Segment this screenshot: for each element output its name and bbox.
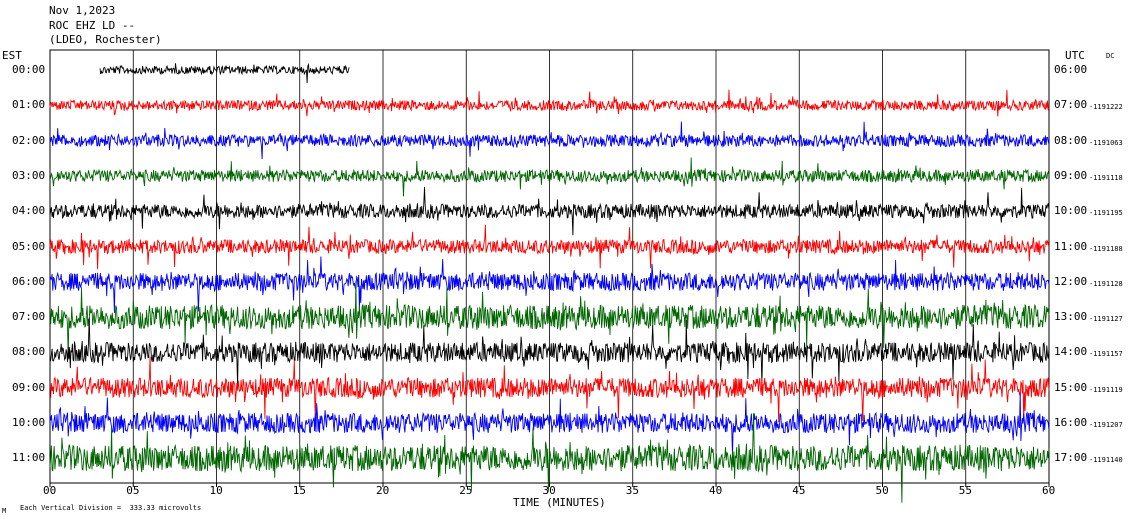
est-row-label: 11:00 [12, 451, 46, 465]
seismic-trace [49, 121, 1050, 160]
est-axis-label: EST [2, 49, 22, 62]
utc-row-label: 07:00 [1054, 98, 1088, 112]
seismic-trace [49, 317, 1050, 387]
est-row-label: 07:00 [12, 310, 46, 324]
seismic-trace [49, 356, 1050, 423]
seismic-trace [49, 89, 1050, 117]
seismic-trace [49, 224, 1050, 270]
seismic-trace [49, 392, 1050, 458]
x-tick-label: 40 [709, 484, 723, 497]
est-row-label: 08:00 [12, 345, 46, 359]
x-tick-label: 25 [459, 484, 473, 497]
dc-offset-label: -1191063 [1089, 138, 1123, 147]
seismic-trace [49, 157, 1050, 197]
dc-offset-label: -1191140 [1089, 456, 1123, 465]
est-row-label: 09:00 [12, 380, 46, 394]
est-row-label: 05:00 [12, 239, 46, 253]
x-tick-label: 35 [625, 484, 639, 497]
dc-offset-label: -1191127 [1089, 315, 1123, 324]
utc-row-label: 10:00 [1054, 204, 1088, 218]
seismic-trace [49, 256, 1050, 314]
est-row-label: 01:00 [12, 98, 46, 112]
utc-row-label: 09:00 [1054, 168, 1088, 182]
utc-row-label: 17:00 [1054, 451, 1088, 465]
x-tick-label: 15 [292, 484, 306, 497]
seismic-trace [49, 186, 1050, 236]
tick-marks [49, 483, 1050, 487]
x-tick-label: 20 [376, 484, 390, 497]
date-label: Nov 1,2023 [49, 4, 116, 17]
utc-row-label: 14:00 [1054, 345, 1088, 359]
utc-row-label: 15:00 [1054, 380, 1088, 394]
utc-row-label: 06:00 [1054, 63, 1088, 76]
station-label: ROC EHZ LD -- [49, 19, 136, 32]
dc-offset-label: -1191207 [1089, 421, 1123, 429]
gridlines [132, 50, 967, 483]
est-row-label: 00:00 [12, 63, 46, 76]
dc-offset-label: -1191118 [1089, 173, 1123, 182]
utc-row-label: 16:00 [1054, 416, 1088, 429]
network-label: (LDEO, Rochester) [49, 33, 162, 46]
x-tick-label: 60 [1042, 484, 1056, 497]
dc-offset-label: -1191188 [1089, 244, 1123, 253]
utc-axis-label: UTC [1065, 49, 1085, 62]
dc-offset-label: -1191128 [1089, 279, 1123, 288]
seismic-trace [99, 62, 350, 84]
footer-scale-note: Each Vertical Division = 333.33 microvol… [20, 504, 202, 512]
utc-row-label: 12:00 [1054, 274, 1088, 288]
x-tick-label: 50 [875, 484, 889, 497]
x-tick-label: 30 [542, 484, 556, 497]
dc-offset-label: -1191195 [1089, 209, 1123, 218]
seismic-trace [49, 413, 1050, 503]
x-tick-label: 00 [43, 484, 57, 497]
x-tick-label: 45 [792, 484, 806, 497]
traces [49, 62, 1050, 503]
est-row-label: 04:00 [12, 204, 46, 218]
corner-mark: M [2, 507, 7, 515]
x-axis-title: TIME (MINUTES) [513, 496, 606, 509]
est-row-label: 03:00 [12, 168, 46, 182]
utc-row-label: 08:00 [1054, 133, 1088, 147]
dc-offset-label: -1191119 [1089, 385, 1123, 394]
utc-row-label: 13:00 [1054, 310, 1088, 324]
dc-offset-label: -1191222 [1089, 103, 1123, 112]
est-row-label: 02:00 [12, 133, 46, 147]
seismic-trace [49, 280, 1050, 358]
x-tick-label: 55 [958, 484, 972, 497]
x-tick-label: 10 [209, 484, 223, 497]
utc-row-label: 11:00 [1054, 239, 1088, 253]
est-row-label: 10:00 [12, 416, 46, 429]
est-row-label: 06:00 [12, 274, 46, 288]
x-tick-label: 05 [126, 484, 140, 497]
dc-label: DC [1106, 52, 1115, 60]
dc-offset-label: -1191157 [1089, 350, 1123, 359]
